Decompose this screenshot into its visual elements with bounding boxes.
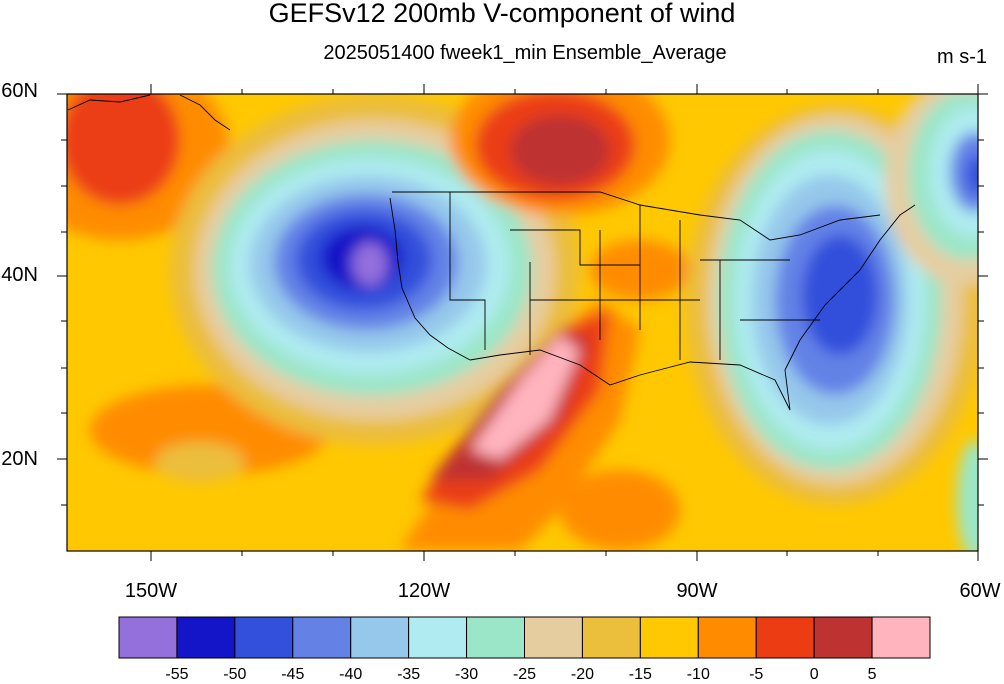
colorbar-swatch <box>581 616 641 659</box>
colorbar-tick-label: -25 <box>512 666 537 683</box>
colorbar-tick-label: -15 <box>628 666 652 683</box>
ne-trough-l4 <box>950 132 978 212</box>
lon-label-120w: 120W <box>397 580 451 602</box>
ne-trough-l5 <box>966 155 978 195</box>
colorbar-swatch <box>350 616 410 659</box>
colorbar-swatch <box>176 616 236 659</box>
colorbar-swatch <box>408 616 468 659</box>
state-line-2 <box>510 229 640 266</box>
nw-positive-core <box>67 94 180 205</box>
colorbar-swatch <box>871 616 931 659</box>
lon-label-90w: 90W <box>676 580 718 602</box>
lat-label-20n: 20N <box>1 448 38 470</box>
lat-label-60n: 60N <box>1 80 38 102</box>
colorbar <box>118 616 931 659</box>
colorbar-tick-label: -20 <box>570 666 594 683</box>
colorbar-tick-label: -40 <box>339 666 363 683</box>
west-coastline <box>389 197 471 361</box>
colorbar-tick-label: -10 <box>686 666 710 683</box>
north-positive-core <box>510 115 610 185</box>
colorbar-tick-label: -5 <box>749 666 764 683</box>
map-outlines <box>67 94 916 411</box>
sw-tan-spot <box>155 442 245 482</box>
colorbar-swatch <box>234 616 294 659</box>
state-line-1 <box>449 192 486 350</box>
map-frame <box>66 93 979 552</box>
colorbar-swatch <box>292 616 352 659</box>
colorbar-swatch <box>524 616 583 659</box>
south-east-coastline <box>469 204 916 411</box>
colorbar-swatch <box>697 616 757 659</box>
colorbar-tick-label: -55 <box>165 666 189 683</box>
colorbar-tick-label: -45 <box>281 666 305 683</box>
lon-label-150w: 150W <box>124 580 178 602</box>
alaska-coast <box>67 94 151 111</box>
ridge-max <box>470 335 580 460</box>
west-trough-min <box>352 242 388 286</box>
colorbar-tick-label: -30 <box>455 666 479 683</box>
colorbar-swatch <box>813 616 873 659</box>
colorbar-swatch <box>755 616 815 659</box>
colorbar-swatch <box>466 616 526 659</box>
se-edge-negative <box>957 440 978 551</box>
wind-field <box>67 94 978 551</box>
colorbar-swatch <box>639 616 699 659</box>
map-subtitle: 2025051400 fweek1_min Ensemble_Average <box>323 42 727 64</box>
colorbar-tick-label: -50 <box>223 666 247 683</box>
units-label: m s-1 <box>937 46 987 68</box>
colorbar-swatch <box>118 616 178 659</box>
south-positive <box>560 470 680 550</box>
map-title: GEFSv12 200mb V-component of wind <box>268 0 736 28</box>
lat-label-40n: 40N <box>1 264 38 286</box>
bc-coast <box>179 94 231 131</box>
colorbar-tick-label: 5 <box>867 666 877 683</box>
colorbar-tick-label: 0 <box>809 666 819 683</box>
lon-label-60w: 60W <box>959 580 1001 602</box>
axis-ticks <box>57 84 988 561</box>
colorbar-tick-label: -35 <box>397 666 421 683</box>
east-trough-l7 <box>802 235 878 355</box>
